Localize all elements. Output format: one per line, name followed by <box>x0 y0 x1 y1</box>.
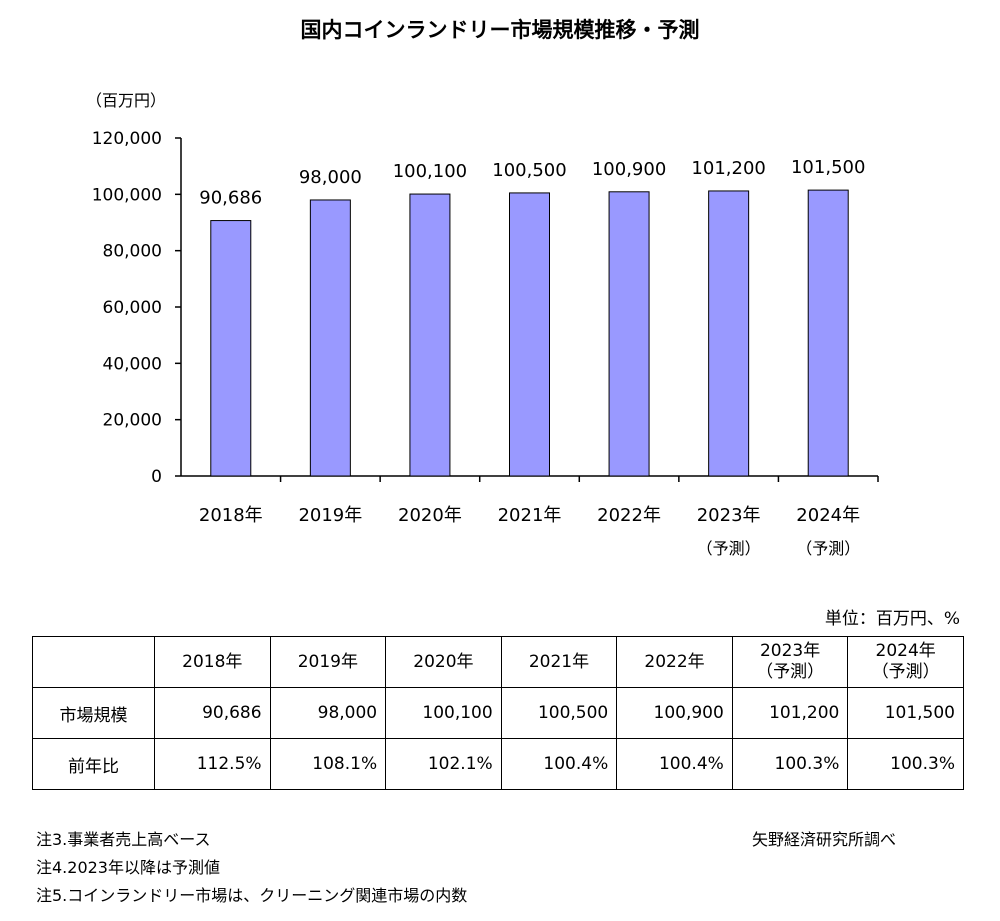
table-cell: 100.3% <box>847 738 964 790</box>
source-note: 矢野経済研究所調べ <box>752 830 897 849</box>
header-year: 2018年 <box>182 651 243 672</box>
table-cell: 101,500 <box>847 687 964 739</box>
table-header-cell: 2018年 <box>154 636 271 688</box>
header-year: 2019年 <box>297 651 358 672</box>
chart-labels: （百万円） 0 20,000 40,000 60,000 80,000 100,000 120… <box>86 91 865 558</box>
y-tick-label: 0 <box>151 467 162 487</box>
table-cell: 100,900 <box>616 687 733 739</box>
table-cell: 100.4% <box>500 738 618 790</box>
data-label: 101,200 <box>691 158 765 179</box>
header-year: 2021年 <box>528 651 590 672</box>
table-header-cell: 2024年 （予測） <box>847 636 964 688</box>
data-table: 2018年 2019年 2020年 2021年 2022年 2023年 （予測） … <box>32 636 964 790</box>
header-year: 2023年 <box>759 641 821 661</box>
unit-note: 単位：百万円、% <box>824 609 960 629</box>
table-corner-cell <box>32 636 155 688</box>
table-row-yoy: 前年比 112.5% 108.1% 102.1% 100.4% 100.4% 1… <box>32 738 964 790</box>
y-tick-label: 80,000 <box>103 242 162 262</box>
data-label: 100,500 <box>492 160 566 181</box>
x-tick-label: 2022年 <box>597 505 661 526</box>
table-cell: 98,000 <box>269 687 387 739</box>
x-tick-sublabel: （予測） <box>796 539 860 558</box>
header-year: 2024年 <box>875 641 936 661</box>
bar <box>409 193 451 477</box>
note-5: 注5.コインランドリー市場は、クリーニング関連市場の内数 <box>36 886 468 905</box>
note-4: 注4.2023年以降は予測値 <box>36 858 220 877</box>
x-tick-label: 2023年 <box>697 505 761 526</box>
table-header-cell: 2023年 （予測） <box>731 636 849 688</box>
x-tick-label: 2018年 <box>199 505 263 526</box>
header-sub: （予測） <box>756 662 825 682</box>
chart-bars <box>210 189 849 477</box>
table-cell: 100,500 <box>500 687 618 739</box>
y-axis-label: （百万円） <box>86 91 166 110</box>
y-tick-label: 100,000 <box>92 185 162 205</box>
data-label: 101,500 <box>791 157 865 178</box>
table-header-cell: 2020年 <box>385 636 502 688</box>
y-tick-label: 20,000 <box>103 411 162 431</box>
table-row-market-size: 市場規模 90,686 98,000 100,100 100,500 100,9… <box>32 687 964 739</box>
data-label: 100,900 <box>592 159 666 180</box>
table-cell: 100,100 <box>385 687 502 739</box>
table-cell: 112.5% <box>154 738 271 790</box>
table-cell: 90,686 <box>154 687 271 739</box>
header-year: 2022年 <box>644 651 705 672</box>
x-tick-label: 2021年 <box>498 505 562 526</box>
note-3: 注3.事業者売上高ベース <box>36 830 211 849</box>
bar <box>608 191 650 477</box>
data-label: 98,000 <box>299 167 362 188</box>
bar-chart: （百万円） 0 20,000 40,000 60,000 80,000 100,000 120… <box>86 91 879 558</box>
x-tick-label: 2019年 <box>298 505 362 526</box>
table-header-cell: 2021年 <box>500 636 618 688</box>
table-header-row: 2018年 2019年 2020年 2021年 2022年 2023年 （予測） … <box>32 636 964 688</box>
x-tick-label: 2024年 <box>796 505 860 526</box>
y-tick-label: 120,000 <box>92 129 162 149</box>
table-cell: 100.4% <box>616 738 733 790</box>
y-tick-label: 60,000 <box>103 298 162 318</box>
table-cell: 108.1% <box>269 738 387 790</box>
table-header-cell: 2019年 <box>269 636 387 688</box>
bar <box>210 220 252 477</box>
x-tick-sublabel: （予測） <box>697 539 761 558</box>
header-sub: （予測） <box>871 662 940 682</box>
data-label: 100,100 <box>393 161 467 182</box>
table-cell: 101,200 <box>731 687 849 739</box>
bar <box>708 190 750 477</box>
y-tick-label: 40,000 <box>103 354 162 374</box>
bar <box>509 192 550 477</box>
header-year: 2020年 <box>413 651 474 672</box>
table-cell: 102.1% <box>385 738 502 790</box>
x-tick-label: 2020年 <box>398 505 462 526</box>
bar <box>309 199 351 477</box>
chart-title: 国内コインランドリー市場規模推移・予測 <box>300 18 700 42</box>
table-header-cell: 2022年 <box>616 636 733 688</box>
table-cell: 100.3% <box>731 738 849 790</box>
row-label: 前年比 <box>32 738 155 790</box>
row-label: 市場規模 <box>32 687 155 739</box>
data-label: 90,686 <box>199 188 262 209</box>
bar <box>807 189 849 477</box>
